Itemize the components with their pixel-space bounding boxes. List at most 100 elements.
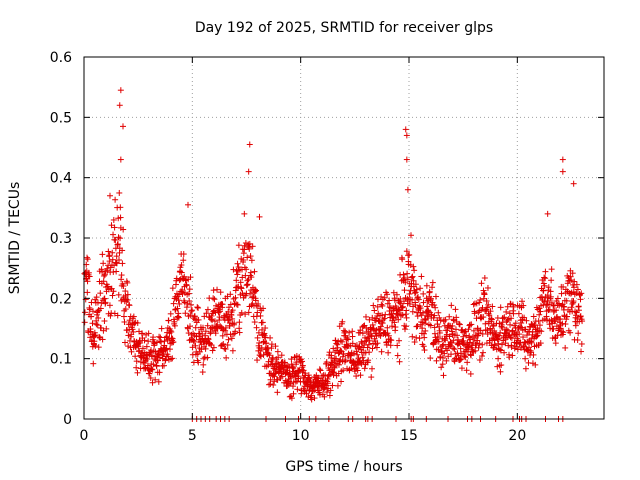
data-point <box>110 231 117 238</box>
data-point <box>134 319 141 326</box>
data-point <box>578 340 585 347</box>
data-point <box>520 342 527 349</box>
data-point <box>410 263 417 270</box>
data-point <box>534 332 541 339</box>
data-point <box>270 382 277 389</box>
data-point <box>575 307 582 314</box>
data-point <box>373 344 380 351</box>
data-point <box>107 312 114 319</box>
data-point <box>424 312 431 319</box>
data-point <box>106 258 113 265</box>
data-point <box>168 356 175 363</box>
data-point <box>149 352 156 359</box>
data-point <box>259 326 266 333</box>
data-point <box>427 355 434 362</box>
data-point <box>385 349 392 356</box>
data-point <box>235 283 242 290</box>
data-point <box>465 343 472 350</box>
data-point <box>236 319 243 326</box>
data-point <box>150 361 157 368</box>
data-point <box>536 311 543 318</box>
data-point <box>326 349 333 356</box>
data-point <box>98 266 105 273</box>
data-point <box>110 216 117 223</box>
data-point <box>487 308 494 315</box>
data-point <box>371 327 378 334</box>
data-point <box>246 245 253 252</box>
data-point <box>294 386 301 393</box>
data-point <box>497 368 504 375</box>
data-point <box>578 348 585 355</box>
data-point <box>476 299 483 306</box>
data-point <box>422 320 429 327</box>
data-point <box>294 378 301 385</box>
data-point <box>148 366 155 373</box>
data-point <box>116 102 123 109</box>
data-point <box>500 315 507 322</box>
data-point <box>235 264 242 271</box>
data-point <box>222 345 229 352</box>
data-point <box>375 317 382 324</box>
data-point <box>402 279 409 286</box>
data-point <box>559 328 566 335</box>
data-point <box>558 290 565 297</box>
data-point <box>415 296 422 303</box>
data-point <box>472 347 479 354</box>
data-point <box>379 320 386 327</box>
data-point <box>267 334 274 341</box>
data-point <box>186 323 193 330</box>
data-point <box>229 347 236 354</box>
data-point <box>123 298 130 305</box>
data-point <box>364 344 371 351</box>
data-point <box>404 186 411 193</box>
data-point <box>187 312 194 319</box>
data-point <box>93 321 100 328</box>
data-point <box>130 313 137 320</box>
data-point <box>548 277 555 284</box>
data-point <box>225 316 232 323</box>
data-point <box>167 327 174 334</box>
data-point <box>526 344 533 351</box>
data-point <box>156 333 163 340</box>
data-point <box>340 367 347 374</box>
data-point <box>425 313 432 320</box>
data-point <box>334 344 341 351</box>
data-point <box>339 353 346 360</box>
data-point <box>241 242 248 249</box>
data-point <box>357 327 364 334</box>
data-point <box>86 273 93 280</box>
data-point <box>179 290 186 297</box>
data-point <box>435 309 442 316</box>
data-point <box>106 302 113 309</box>
data-point <box>478 280 485 287</box>
data-point <box>520 334 527 341</box>
data-point <box>112 196 119 203</box>
data-point <box>219 332 226 339</box>
data-point <box>271 373 278 380</box>
data-point <box>110 288 117 295</box>
data-point <box>494 336 501 343</box>
data-point <box>246 141 253 148</box>
data-point <box>411 267 418 274</box>
data-point <box>396 358 403 365</box>
data-point <box>208 316 215 323</box>
data-point <box>324 389 331 396</box>
data-point <box>280 366 287 373</box>
data-point <box>100 272 107 279</box>
data-point <box>358 360 365 367</box>
data-point <box>368 365 375 372</box>
data-point <box>399 256 406 263</box>
data-point <box>457 356 464 363</box>
data-point <box>426 288 433 295</box>
data-point <box>354 362 361 369</box>
data-point <box>117 235 124 242</box>
data-point <box>520 302 527 309</box>
data-point <box>384 330 391 337</box>
data-point <box>553 307 560 314</box>
data-point <box>381 315 388 322</box>
data-point <box>384 300 391 307</box>
data-point <box>456 320 463 327</box>
data-point <box>321 393 328 400</box>
data-point <box>414 323 421 330</box>
data-point <box>568 304 575 311</box>
